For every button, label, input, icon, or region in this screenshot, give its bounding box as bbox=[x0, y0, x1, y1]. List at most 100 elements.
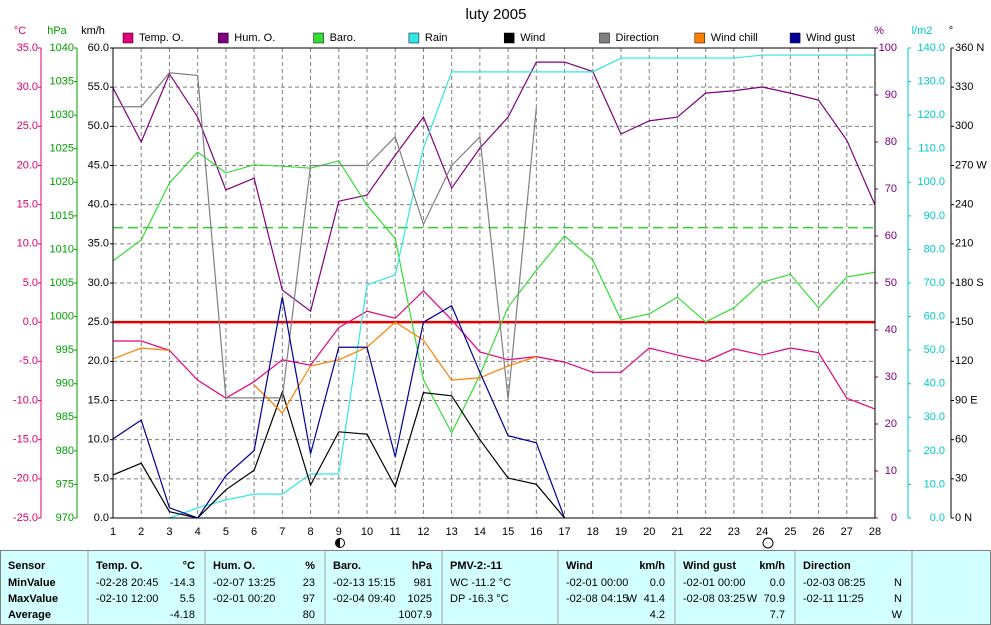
x-tick-label: 27 bbox=[841, 526, 853, 538]
legend-label: Wind bbox=[520, 32, 545, 44]
y-tick-label: 30.0 bbox=[924, 411, 945, 423]
y-tick-label: 90 E bbox=[955, 394, 978, 406]
column-header: Wind gust bbox=[683, 560, 736, 572]
y-tick-label: 0 N bbox=[955, 512, 972, 524]
cell-value: 0.0 bbox=[650, 577, 665, 589]
x-tick-label: 6 bbox=[251, 526, 257, 538]
column-unit: °C bbox=[183, 560, 195, 572]
cell-value: 1025 bbox=[408, 593, 432, 605]
table-background bbox=[0, 550, 991, 625]
series-line bbox=[112, 151, 876, 435]
x-tick-label: 7 bbox=[279, 526, 285, 538]
y-tick-label: 40 bbox=[885, 324, 897, 336]
x-tick-label: 5 bbox=[223, 526, 229, 538]
row-label: MaxValue bbox=[8, 593, 58, 605]
cell-time: -02-04 09:40 bbox=[333, 593, 395, 605]
legend-swatch bbox=[599, 32, 610, 44]
x-tick-label: 25 bbox=[784, 526, 796, 538]
y-tick-label: 100.0 bbox=[917, 176, 945, 188]
column-header: Wind bbox=[566, 560, 593, 572]
x-tick-label: 2 bbox=[138, 526, 144, 538]
y-tick-label: 35.0 bbox=[17, 42, 38, 54]
y-tick-label: -15.0 bbox=[13, 434, 38, 446]
y-tick-label: 40.0 bbox=[924, 378, 945, 390]
y-tick-label: 25.0 bbox=[88, 316, 109, 328]
x-tick-label: 15 bbox=[502, 526, 514, 538]
column-header: Direction bbox=[803, 560, 851, 572]
y-tick-label: 110.0 bbox=[918, 143, 945, 155]
axis-unit-label: °C bbox=[14, 25, 26, 37]
legend-label: Rain bbox=[425, 32, 448, 44]
legend-label: Wind chill bbox=[711, 32, 758, 44]
legend-label: Baro. bbox=[330, 32, 356, 44]
y-tick-label: 50.0 bbox=[924, 344, 945, 356]
cell-time: -02-28 20:45 bbox=[96, 577, 158, 589]
cell-value: 981 bbox=[414, 577, 432, 589]
cell-direction: W bbox=[627, 593, 638, 605]
y-tick-label: 15.0 bbox=[17, 199, 38, 211]
x-tick-label: 3 bbox=[166, 526, 172, 538]
y-tick-label: -10.0 bbox=[13, 394, 38, 406]
y-tick-label: 90.0 bbox=[924, 210, 945, 222]
y-tick-label: 1020 bbox=[50, 176, 74, 188]
y-tick-label: 70 bbox=[885, 183, 897, 195]
y-tick-label: 30.0 bbox=[88, 277, 109, 289]
y-tick-label: 10.0 bbox=[924, 478, 945, 490]
y-tick-label: 360 N bbox=[955, 42, 984, 54]
reference-lines bbox=[113, 226, 875, 324]
column-unit: hPa bbox=[412, 560, 433, 572]
column-header: PMV-2:-11 bbox=[450, 560, 502, 572]
y-tick-label: 70.0 bbox=[924, 277, 945, 289]
y-tick-label: 0.0 bbox=[930, 512, 945, 524]
y-tick-label: 80.0 bbox=[924, 243, 945, 255]
x-tick-label: 22 bbox=[700, 526, 712, 538]
legend-label: Temp. O. bbox=[139, 32, 184, 44]
y-tick-label: 1025 bbox=[50, 143, 74, 155]
y-tick-label: 1000 bbox=[50, 310, 74, 322]
cell-time: -02-08 03:25 bbox=[683, 593, 745, 605]
table-header: Sensor bbox=[8, 560, 46, 572]
axis-unit-label: hPa bbox=[47, 25, 67, 37]
y-tick-label: 0.0 bbox=[94, 512, 109, 524]
y-tick-label: 240 bbox=[955, 199, 973, 211]
cell-time: -02-08 04:15 bbox=[566, 593, 628, 605]
cell-value: 70.9 bbox=[764, 593, 785, 605]
y-tick-label: 30.0 bbox=[17, 81, 38, 93]
y-tick-label: 1035 bbox=[50, 75, 74, 87]
y-tick-label: 975 bbox=[56, 478, 74, 490]
cell-time: -02-13 15:15 bbox=[333, 577, 395, 589]
y-tick-label: 0.0 bbox=[23, 316, 38, 328]
cell-value: 1007.9 bbox=[398, 609, 432, 621]
y-tick-label: 60 bbox=[885, 230, 897, 242]
series-lines bbox=[112, 54, 876, 519]
cell-text: DP -16.3 °C bbox=[450, 593, 509, 605]
y-tick-label: 90 bbox=[885, 89, 897, 101]
axis-unit-label: km/h bbox=[81, 25, 105, 37]
y-tick-label: 40.0 bbox=[88, 199, 109, 211]
axis-unit-label: % bbox=[874, 25, 884, 37]
cell-time: -02-07 13:25 bbox=[213, 577, 275, 589]
y-tick-label: 5.0 bbox=[94, 473, 109, 485]
y-tick-label: 60.0 bbox=[924, 310, 945, 322]
column-header: Baro. bbox=[333, 560, 361, 572]
y-tick-label: 990 bbox=[56, 378, 74, 390]
cell-time: -02-11 11:25 bbox=[803, 593, 864, 605]
x-tick-label: 18 bbox=[587, 526, 599, 538]
x-tick-label: 13 bbox=[446, 526, 458, 538]
cell-value: 80 bbox=[303, 609, 315, 621]
legend: Temp. O. Hum. O. Baro. Rain Wind Direction Win… bbox=[122, 32, 855, 44]
cell-value: 4.2 bbox=[650, 609, 665, 621]
plot-frame bbox=[112, 47, 876, 519]
x-tick-label: 26 bbox=[812, 526, 824, 538]
column-unit: km/h bbox=[759, 560, 785, 572]
x-tick-label: 8 bbox=[307, 526, 313, 538]
legend-swatch bbox=[218, 32, 229, 44]
y-tick-label: 1015 bbox=[50, 210, 74, 222]
cell-value: -14.3 bbox=[170, 577, 195, 589]
y-tick-label: 100 bbox=[879, 42, 897, 54]
moon-phase-fill bbox=[335, 538, 340, 548]
y-tick-label: 20.0 bbox=[88, 355, 109, 367]
x-tick-label: 19 bbox=[615, 526, 627, 538]
